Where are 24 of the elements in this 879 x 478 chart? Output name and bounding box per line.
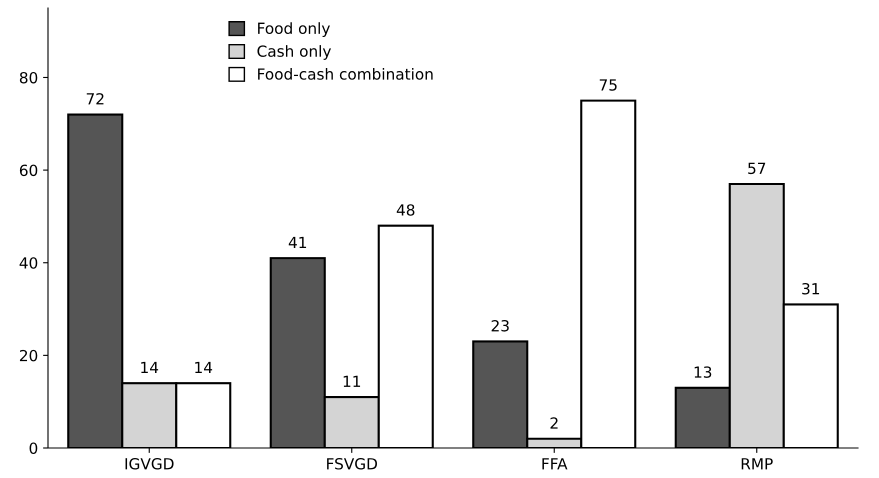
- x-tick-label: FFA: [542, 458, 568, 470]
- data-label: 14: [195, 362, 212, 374]
- data-label: 31: [802, 282, 820, 295]
- data-label: 75: [600, 79, 617, 91]
- y-tick-label: 20: [20, 350, 38, 362]
- y-tick-label: 60: [20, 164, 38, 176]
- x-tick-label: IGVGD: [126, 458, 174, 470]
- legend-label: Food-cash combination: [258, 68, 433, 80]
- data-label: 11: [344, 376, 360, 387]
- data-label: 14: [141, 362, 158, 374]
- data-label: 2: [550, 417, 558, 429]
- y-tick-label: 0: [30, 442, 38, 454]
- data-label: 72: [86, 93, 104, 104]
- legend-label: Food only: [258, 22, 330, 37]
- data-label: 13: [694, 366, 712, 378]
- y-tick-label: 40: [20, 257, 38, 269]
- legend-label: Cash only: [257, 45, 331, 60]
- data-label: 48: [396, 204, 414, 216]
- x-tick-label: FSVGD: [327, 458, 377, 470]
- data-label: 23: [492, 320, 509, 332]
- data-label: 57: [748, 162, 766, 174]
- x-tick-label: RMP: [742, 458, 773, 470]
- y-tick-label: 80: [20, 72, 38, 84]
- data-label: 41: [288, 236, 306, 248]
